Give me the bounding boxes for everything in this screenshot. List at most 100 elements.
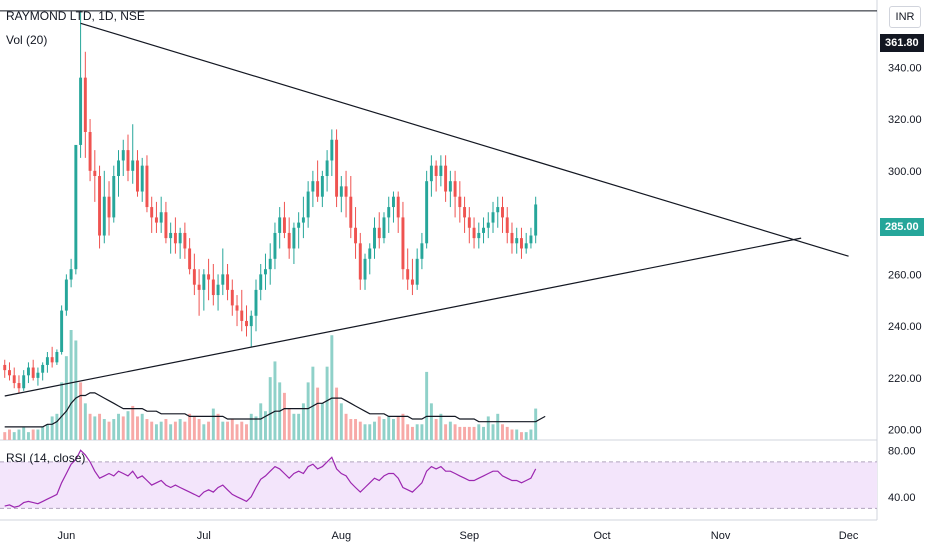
volume-bar (216, 413, 220, 440)
volume-bar (420, 424, 424, 440)
x-tick-label: Aug (332, 530, 352, 542)
volume-bar (373, 421, 376, 440)
volume-bar (339, 403, 343, 440)
volume-bar (273, 361, 277, 440)
volume-bar (344, 413, 348, 440)
volume-bar (292, 413, 296, 440)
volume-bar (434, 419, 438, 440)
volume-bar (164, 419, 168, 440)
candle-body (197, 284, 201, 290)
candle-body (164, 212, 168, 239)
candle-body (301, 217, 305, 223)
candle-body (429, 165, 433, 182)
volume-bar (26, 432, 30, 440)
volume-bar (22, 426, 26, 440)
candle-body (69, 269, 73, 280)
candle-body (491, 212, 495, 223)
rsi-tick-label: 40.00 (888, 492, 916, 504)
volume-bar (477, 424, 481, 440)
candle-body (136, 160, 139, 192)
horizontal-line-price-tag: 361.80 (880, 34, 924, 52)
candle-body (420, 243, 424, 259)
volume-bar (202, 424, 206, 440)
volume-bar (150, 421, 154, 440)
candle-body (278, 217, 282, 233)
candle-body (8, 370, 11, 376)
candle-body (50, 357, 54, 363)
candle-body (79, 77, 83, 145)
candle-body (287, 232, 291, 249)
candle-body (26, 367, 30, 376)
volume-bar (534, 408, 538, 440)
candle-body (131, 160, 135, 171)
volume-bar (529, 429, 533, 440)
volume-bar (107, 421, 111, 440)
candle-body (226, 274, 230, 290)
rsi-line (4, 449, 537, 508)
volume-bar (64, 356, 68, 440)
volume-bar (131, 405, 135, 440)
volume-bar (306, 382, 310, 440)
volume-bar (12, 432, 16, 440)
candle-body (245, 320, 248, 327)
x-tick-label: Dec (839, 530, 859, 542)
candle-body (458, 196, 462, 208)
volume-bar (254, 416, 258, 440)
volume-bar (41, 426, 45, 440)
candle-body (373, 227, 376, 249)
candle-body (192, 269, 196, 285)
currency-button[interactable]: INR (889, 6, 921, 28)
volume-bar (188, 413, 192, 440)
candle-body (515, 238, 519, 244)
volume-bar (486, 416, 490, 440)
candle-body (121, 150, 125, 161)
candle-body (60, 310, 64, 352)
volume-bar (264, 411, 267, 440)
candle-body (17, 383, 21, 389)
y-tick-label: 260.00 (888, 269, 922, 281)
volume-bar (406, 424, 410, 440)
volume-bar (425, 371, 429, 440)
volume-ma-line (4, 392, 546, 428)
x-tick-label: Sep (460, 530, 480, 542)
candle-body (107, 196, 111, 218)
volume-bar (463, 426, 467, 440)
volume-bar (83, 403, 87, 440)
candle-body (282, 217, 286, 233)
candle-body (268, 258, 272, 270)
candle-body (401, 217, 405, 270)
candle-body (496, 207, 500, 213)
volume-bar (207, 421, 211, 440)
volume-bar (482, 426, 486, 440)
candle-body (316, 181, 320, 197)
volume-bar (36, 429, 40, 440)
volume-bar (439, 413, 443, 440)
volume-bar (510, 429, 514, 440)
candle-body (510, 232, 514, 244)
volume-bar (358, 421, 362, 440)
volume-bar (74, 340, 78, 440)
candle-body (117, 160, 120, 176)
volume-bar (121, 416, 125, 440)
volume-bar (17, 429, 21, 440)
candle-body (472, 227, 476, 239)
volume-bar (259, 403, 263, 440)
candle-body (524, 243, 528, 249)
candle-body (335, 139, 339, 197)
volume-bar (60, 382, 64, 440)
y-tick-label: 200.00 (888, 425, 922, 437)
volume-bar (98, 413, 102, 440)
candle-body (102, 196, 106, 236)
candle-body (159, 212, 163, 223)
y-tick-label: 320.00 (888, 114, 922, 126)
candle-body (230, 289, 234, 306)
volume-bar (159, 421, 163, 440)
candle-body (98, 176, 102, 236)
volume-bar (467, 426, 471, 440)
volume-bar (320, 403, 324, 440)
candle-body (202, 274, 206, 290)
volume-bar (55, 413, 59, 440)
y-tick-label: 240.00 (888, 321, 922, 333)
volume-bar (235, 424, 239, 440)
